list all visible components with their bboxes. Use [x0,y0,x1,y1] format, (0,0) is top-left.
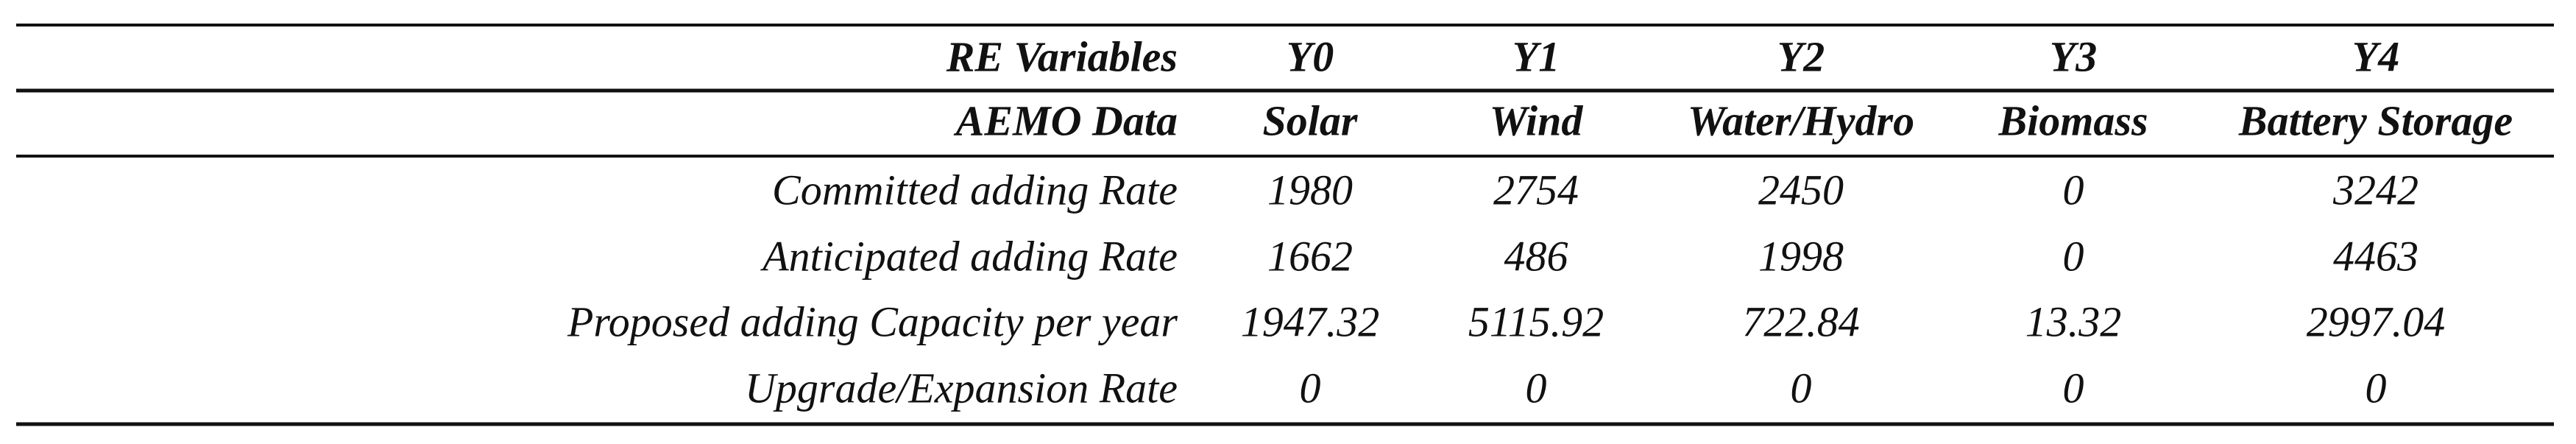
header-cell: Solar [1263,96,1358,144]
row-cell: 1980 [1267,166,1353,214]
header-cell: Battery Storage [2238,96,2513,144]
header-cell: Y0 [1287,32,1334,80]
row-cell: 2997.04 [2307,297,2446,345]
row-cell: 0 [2063,166,2084,214]
row-cell: 1947.32 [1241,297,1380,345]
row-cell: 0 [2063,232,2084,280]
row-label: Anticipated adding Rate [760,232,1178,280]
row-cell: 0 [1300,364,1321,412]
row-cell: 13.32 [2025,297,2122,345]
row-cell: 4463 [2333,232,2418,280]
row-cell: 1998 [1758,232,1844,280]
header-label: RE Variables [946,32,1178,80]
header-cell: Y1 [1512,32,1560,80]
row-label: Committed adding Rate [772,166,1178,214]
header-cell: Water/Hydro [1688,96,1914,144]
header-cell: Biomass [1998,96,2148,144]
row-cell: 0 [2063,364,2084,412]
row-cell: 5115.92 [1468,297,1604,345]
header-label: AEMO Data [954,96,1178,144]
row-label: Proposed adding Capacity per year [567,297,1178,345]
header-cell: Y4 [2352,32,2399,80]
header-cell: Wind [1490,96,1584,144]
row-cell: 486 [1504,232,1568,280]
row-cell: 2754 [1493,166,1579,214]
row-cell: 722.84 [1742,297,1860,345]
row-cell: 0 [2366,364,2387,412]
row-cell: 3242 [2332,166,2418,214]
row-cell: 1662 [1267,232,1353,280]
row-cell: 0 [1791,364,1812,412]
row-cell: 0 [1526,364,1547,412]
row-cell: 2450 [1758,166,1844,214]
header-cell: Y3 [2050,32,2097,80]
header-cell: Y2 [1777,32,1825,80]
row-label: Upgrade/Expansion Rate [745,364,1178,412]
